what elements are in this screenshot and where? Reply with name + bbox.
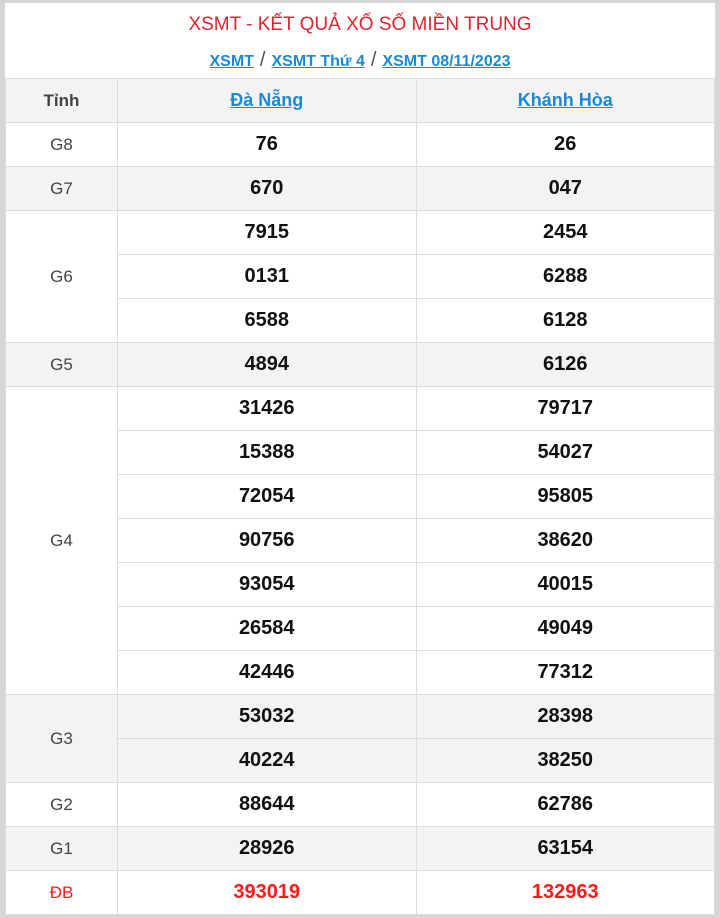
prize-number: 15388 xyxy=(117,430,417,475)
prize-number: 4894 xyxy=(117,342,417,387)
prize-number: 90756 xyxy=(117,518,417,563)
prize-number: 79717 xyxy=(415,386,715,431)
prize-number: 72054 xyxy=(117,474,417,519)
prize-row-g4: G4 31426 79717 xyxy=(5,386,715,695)
prize-number: 132963 xyxy=(415,870,715,915)
prize-number: 77312 xyxy=(415,650,715,695)
prize-number: 26584 xyxy=(117,606,417,651)
breadcrumb-xsmt[interactable]: XSMT xyxy=(209,53,254,70)
prize-number: 38620 xyxy=(415,518,715,563)
prize-row-g4: 42446 77312 xyxy=(6,650,715,695)
prize-row-g4: 93054 40015 xyxy=(6,562,715,607)
prize-number: 28398 xyxy=(415,694,715,739)
breadcrumb: XSMT / XSMT Thứ 4 / XSMT 08/11/2023 xyxy=(5,47,715,78)
prize-number: 6588 xyxy=(117,298,417,343)
prize-number: 40224 xyxy=(117,738,417,783)
province-link-da-nang[interactable]: Đà Nẵng xyxy=(230,90,304,110)
prize-row-g8: G8 76 26 xyxy=(5,122,715,167)
prize-number: 31426 xyxy=(117,386,417,431)
prize-number: 38250 xyxy=(415,738,715,783)
prize-row-đb: ĐB 393019 132963 xyxy=(5,870,715,915)
prize-number: 047 xyxy=(415,166,715,211)
prize-number: 393019 xyxy=(117,870,417,915)
prize-row-g4: 15388 54027 xyxy=(6,430,715,475)
prize-number: 54027 xyxy=(415,430,715,475)
prize-number: 76 xyxy=(117,122,417,167)
prize-number: 2454 xyxy=(415,210,715,255)
province-column-label: Tỉnh xyxy=(5,78,118,123)
province-da-nang: Đà Nẵng xyxy=(117,78,417,123)
results-panel: XSMT - KẾT QUẢ XỔ SỐ MIỀN TRUNG XSMT / XSM… xyxy=(5,3,715,915)
prize-label: ĐB xyxy=(5,870,118,915)
prize-number: 53032 xyxy=(117,694,417,739)
prize-number: 6126 xyxy=(415,342,715,387)
prize-row-g4: 72054 95805 xyxy=(6,474,715,519)
province-link-khanh-hoa[interactable]: Khánh Hòa xyxy=(517,90,613,110)
prize-label: G5 xyxy=(5,342,118,387)
prize-row-g6: G6 7915 2454 xyxy=(5,210,715,343)
prize-label: G6 xyxy=(5,210,118,343)
prize-row-g2: G2 88644 62786 xyxy=(5,782,715,827)
breadcrumb-date[interactable]: XSMT 08/11/2023 xyxy=(382,53,511,70)
prize-row-g4: 26584 49049 xyxy=(6,606,715,651)
prize-number: 26 xyxy=(415,122,715,167)
prize-label: G4 xyxy=(5,386,118,695)
prize-number: 28926 xyxy=(117,826,417,871)
prize-row-g5: G5 4894 6126 xyxy=(5,342,715,387)
prize-number: 6128 xyxy=(415,298,715,343)
breadcrumb-separator: / xyxy=(370,49,377,71)
breadcrumb-weekday[interactable]: XSMT Thứ 4 xyxy=(271,53,365,70)
prize-number: 88644 xyxy=(117,782,417,827)
prize-row-g3: G3 53032 28398 xyxy=(5,694,715,783)
prize-number: 40015 xyxy=(415,562,715,607)
breadcrumb-separator: / xyxy=(259,49,266,71)
prize-row-g3: 40224 38250 xyxy=(5,738,715,783)
prize-number: 42446 xyxy=(117,650,417,695)
prize-number: 670 xyxy=(117,166,417,211)
prize-label: G2 xyxy=(5,782,118,827)
page-title: XSMT - KẾT QUẢ XỔ SỐ MIỀN TRUNG xyxy=(188,14,532,35)
results-table: Tỉnh Đà Nẵng Khánh Hòa G8 76 26 G7 670 047 G6 7… xyxy=(5,78,715,915)
prize-row-g1: G1 28926 63154 xyxy=(5,826,715,871)
prize-row-g7: G7 670 047 xyxy=(5,166,715,211)
prize-label: G7 xyxy=(5,166,118,211)
prize-row-g4: 90756 38620 xyxy=(6,518,715,563)
prize-number: 6288 xyxy=(415,254,715,299)
prize-number: 95805 xyxy=(415,474,715,519)
prize-number: 49049 xyxy=(415,606,715,651)
prize-row-g6: 6588 6128 xyxy=(6,298,715,343)
prize-label: G3 xyxy=(5,694,118,783)
prize-number: 62786 xyxy=(415,782,715,827)
province-khanh-hoa: Khánh Hòa xyxy=(415,78,715,123)
prize-row-g6: 0131 6288 xyxy=(6,254,715,299)
prize-number: 7915 xyxy=(117,210,417,255)
prize-number: 93054 xyxy=(117,562,417,607)
prize-number: 0131 xyxy=(117,254,417,299)
prize-number: 63154 xyxy=(415,826,715,871)
prize-label: G8 xyxy=(5,122,118,167)
table-header: Tỉnh Đà Nẵng Khánh Hòa xyxy=(5,78,715,123)
prize-label: G1 xyxy=(5,826,118,871)
